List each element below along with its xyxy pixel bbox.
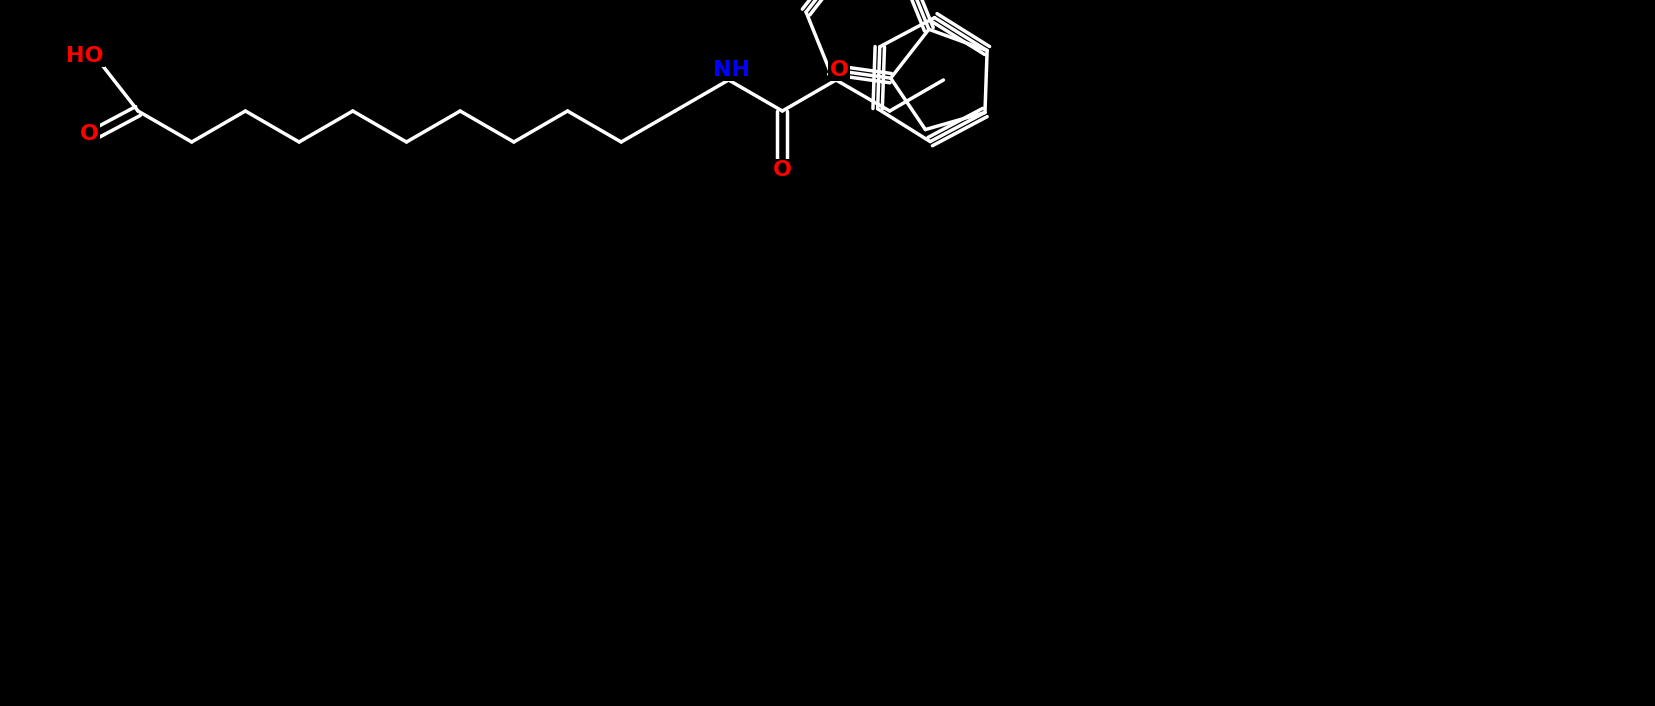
Text: O: O: [773, 160, 791, 180]
Text: O: O: [829, 60, 849, 80]
Text: NH: NH: [713, 60, 750, 80]
Text: HO: HO: [66, 46, 104, 66]
Text: O: O: [79, 124, 99, 144]
